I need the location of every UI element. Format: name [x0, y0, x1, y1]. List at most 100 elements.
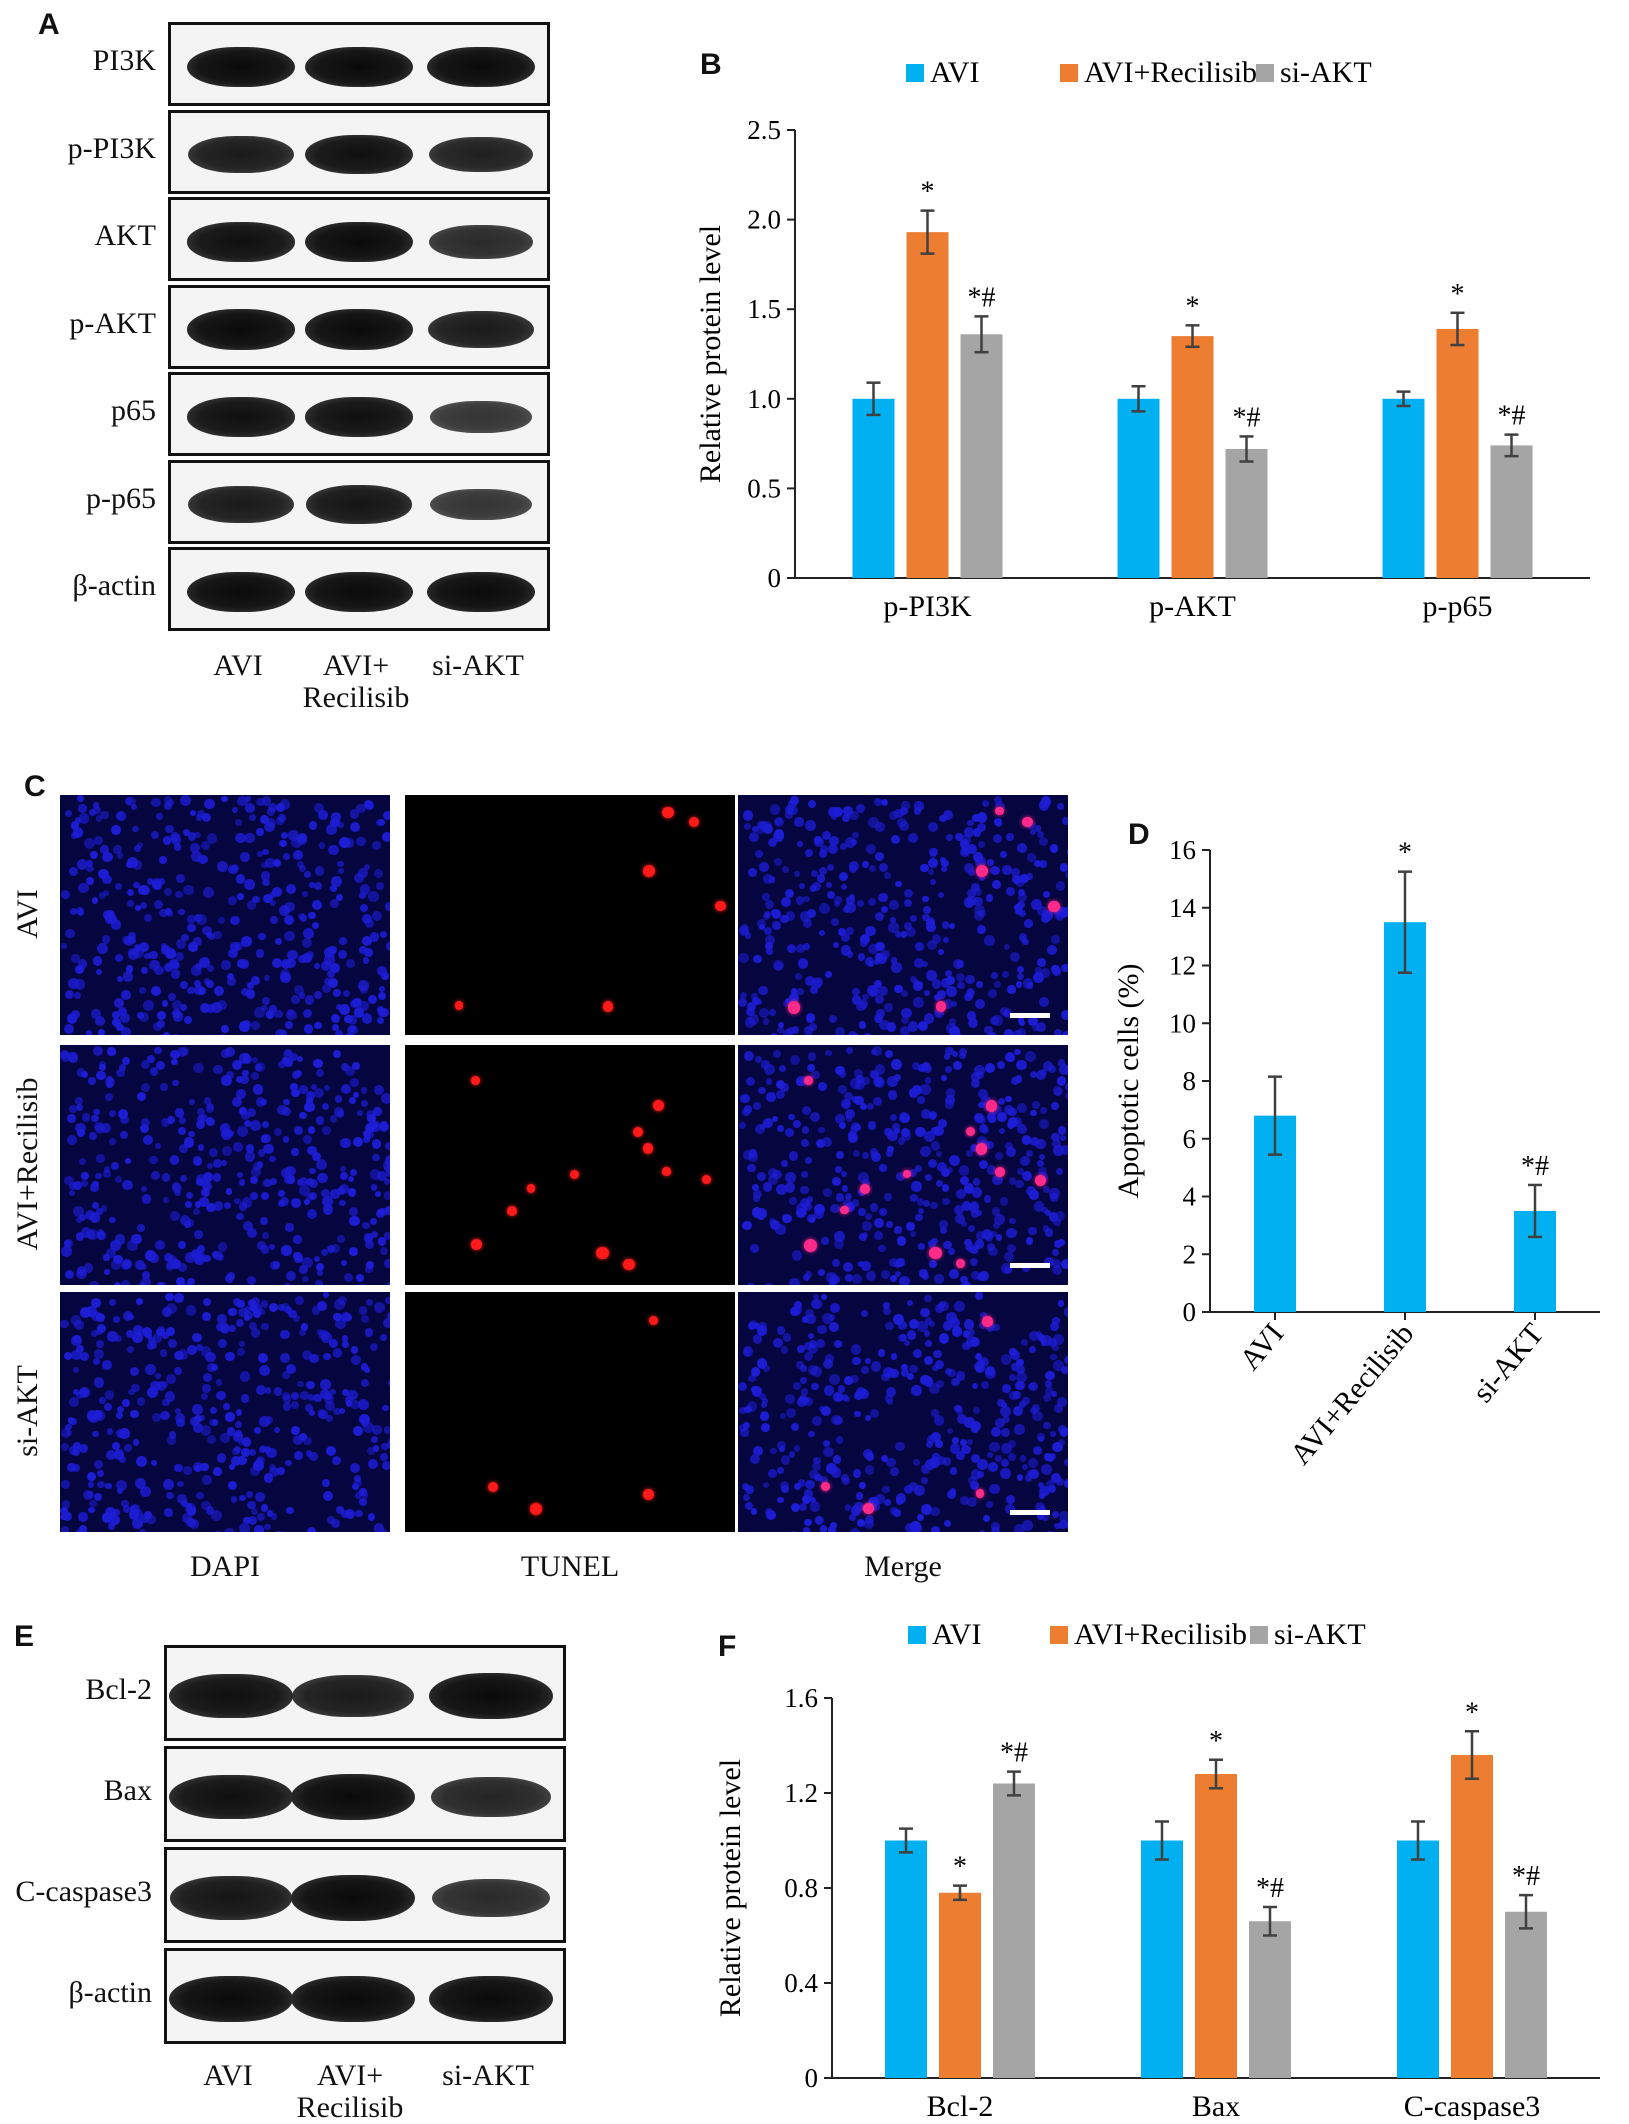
nucleus	[938, 892, 944, 898]
nucleus	[858, 1208, 866, 1216]
nucleus	[235, 819, 242, 826]
nucleus	[374, 1302, 385, 1313]
nucleus	[300, 914, 307, 921]
nucleus	[136, 1298, 142, 1304]
nucleus	[151, 798, 161, 808]
nucleus	[276, 817, 283, 824]
nucleus	[1018, 893, 1027, 902]
nucleus	[866, 844, 876, 854]
nucleus	[315, 866, 325, 876]
nucleus	[283, 1402, 291, 1410]
tunel-positive-cell	[860, 1184, 870, 1194]
nucleus	[110, 1240, 121, 1251]
nucleus	[372, 1139, 381, 1148]
nucleus	[760, 1124, 766, 1130]
tunel-positive-cell	[788, 1001, 801, 1014]
nucleus	[350, 1078, 359, 1087]
nucleus	[338, 868, 344, 874]
nucleus	[253, 1084, 263, 1094]
nucleus	[1041, 1464, 1052, 1475]
blot-row-label-pi3k: PI3K	[0, 44, 156, 78]
nucleus	[92, 1181, 98, 1187]
nucleus	[836, 1436, 843, 1443]
nucleus	[875, 1064, 886, 1075]
nucleus	[835, 1114, 845, 1124]
nucleus	[989, 1442, 1000, 1453]
nucleus	[286, 1010, 297, 1021]
nucleus	[765, 1508, 773, 1516]
nucleus	[71, 1335, 82, 1346]
nucleus	[122, 1057, 130, 1065]
nucleus	[338, 950, 347, 959]
nucleus	[259, 1365, 270, 1376]
nucleus	[967, 1011, 977, 1021]
tunel-positive-cell	[982, 1316, 993, 1327]
nucleus	[288, 1310, 296, 1318]
nucleus	[895, 1442, 904, 1451]
nucleus	[111, 825, 121, 835]
nucleus	[104, 1403, 112, 1411]
bar-c-caspase3-avi-recilisib	[1451, 1755, 1493, 2078]
nucleus	[848, 1031, 857, 1035]
nucleus	[972, 1383, 979, 1390]
nucleus	[891, 1059, 902, 1070]
nucleus	[115, 954, 123, 962]
nucleus	[769, 1009, 776, 1016]
nucleus	[829, 1015, 837, 1023]
nucleus	[875, 953, 883, 961]
nucleus	[878, 1245, 885, 1252]
legend-swatch-avi	[908, 1626, 926, 1644]
nucleus	[173, 1011, 183, 1021]
nucleus	[80, 1307, 91, 1318]
nucleus	[1039, 1154, 1045, 1160]
nucleus	[77, 1068, 86, 1077]
nucleus	[96, 1071, 105, 1080]
nucleus	[359, 892, 366, 899]
nucleus	[217, 1254, 224, 1261]
nucleus	[231, 1496, 238, 1503]
nucleus	[165, 1293, 174, 1302]
nucleus	[221, 960, 231, 970]
nucleus	[147, 1342, 155, 1350]
nucleus	[187, 1345, 197, 1355]
nucleus	[368, 891, 378, 901]
nucleus	[1008, 1453, 1016, 1461]
nucleus	[891, 1353, 898, 1360]
nucleus	[120, 1013, 130, 1023]
nucleus	[952, 1437, 959, 1444]
nucleus	[206, 1104, 215, 1113]
nucleus	[788, 1114, 795, 1121]
nucleus	[127, 889, 134, 896]
nucleus	[60, 1320, 68, 1328]
nucleus	[753, 1334, 762, 1343]
nucleus	[815, 1516, 825, 1526]
nucleus	[247, 982, 253, 988]
nucleus	[176, 874, 185, 883]
nucleus	[763, 1482, 769, 1488]
nucleus	[929, 1260, 938, 1269]
nucleus	[901, 1008, 911, 1018]
nucleus	[385, 1206, 390, 1214]
blot-row-label-bax: Bax	[0, 1774, 152, 1808]
nucleus	[199, 1197, 208, 1206]
nucleus	[776, 1090, 785, 1099]
nucleus	[120, 1131, 129, 1140]
nucleus	[791, 1503, 800, 1512]
nucleus	[904, 899, 913, 908]
nucleus	[1062, 1031, 1068, 1035]
nucleus	[186, 1192, 193, 1199]
nucleus	[333, 1313, 342, 1322]
nucleus	[217, 1453, 226, 1462]
nucleus	[859, 1233, 868, 1242]
nucleus	[282, 1392, 289, 1399]
tunel-positive-cell	[643, 865, 656, 878]
nucleus	[913, 997, 924, 1008]
nucleus	[381, 972, 389, 980]
nucleus	[162, 1399, 170, 1407]
nucleus	[879, 1164, 886, 1171]
nucleus	[907, 1330, 916, 1339]
nucleus	[116, 1412, 122, 1418]
nucleus	[89, 1281, 99, 1285]
nucleus	[779, 1065, 786, 1072]
nucleus	[237, 893, 243, 899]
